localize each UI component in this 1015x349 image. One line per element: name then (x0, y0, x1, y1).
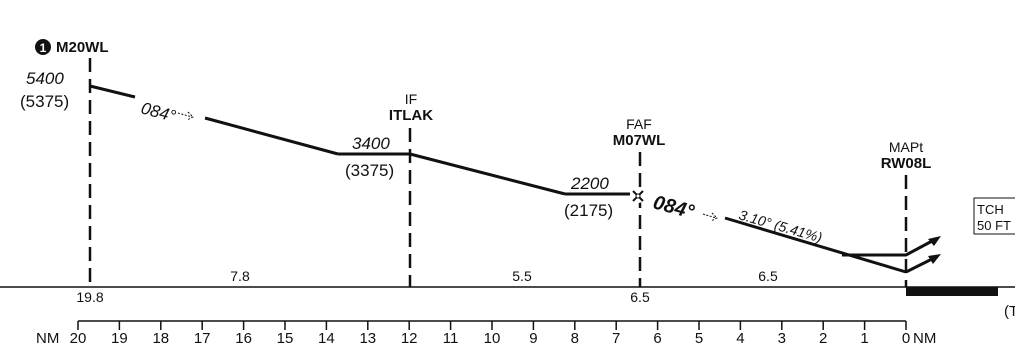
scale-tick-label: 2 (819, 330, 827, 347)
missed-approach-arrowhead-lower (928, 254, 941, 264)
scale-tick-label: 7 (612, 330, 620, 347)
scale-tick-label: 0 (902, 330, 910, 347)
fix-altitude-m07wl: 2200 (570, 174, 609, 193)
initial-course-arrow-icon (177, 111, 194, 121)
scale-tick-label: 19 (111, 330, 128, 347)
scale-tick-label: 13 (359, 330, 376, 347)
fix-ident-m07wl: M07WL (613, 132, 666, 149)
fix-altitude-itlak: 3400 (352, 134, 390, 153)
tch-value: 50 FT (977, 218, 1011, 233)
segment-distance-1: 7.8 (230, 268, 250, 284)
fix-msa-m07wl: (2175) (564, 201, 613, 220)
scale-tick-label: 3 (778, 330, 786, 347)
fix-role-mapt: MAPt (889, 139, 923, 155)
dme-mark-m20wl: 19.8 (76, 289, 103, 305)
nm-scale-ticks: 20 19 18 17 16 15 14 13 12 11 10 9 8 7 6 5 4 3 2 1 0 (70, 321, 910, 347)
fix-ident-m20wl: M20WL (56, 39, 109, 56)
tch-label: TCH (977, 202, 1004, 217)
segment-distance-3: 6.5 (758, 268, 778, 284)
runway-ref-label: (T (1004, 303, 1015, 320)
descent-segment-initial-a (89, 84, 136, 99)
note-badge-number: 1 (40, 41, 47, 55)
note-badge (35, 39, 51, 55)
fix-ident-itlak: ITLAK (389, 107, 433, 124)
scale-tick-label: 4 (736, 330, 744, 347)
scale-tick-label: 15 (277, 330, 294, 347)
descent-segment-intermediate (409, 152, 566, 196)
scale-tick-label: 10 (484, 330, 501, 347)
final-course-label: 084° (651, 192, 698, 224)
initial-course-label: 084° (139, 99, 178, 127)
scale-tick-label: 17 (194, 330, 211, 347)
fix-role-if: IF (405, 91, 417, 107)
final-course-arrow-icon (702, 212, 718, 222)
faf-maltese-cross-icon (631, 189, 645, 203)
scale-tick-label: 6 (653, 330, 661, 347)
missed-approach-arrowhead-upper (928, 236, 941, 246)
scale-tick-label: 18 (152, 330, 169, 347)
scale-tick-label: 14 (318, 330, 335, 347)
segment-distance-2: 5.5 (512, 268, 532, 284)
descent-segment-initial-b (204, 116, 339, 156)
missed-approach-path-lower (905, 256, 935, 274)
final-descent-segment (724, 216, 907, 274)
scale-tick-label: 16 (235, 330, 252, 347)
scale-tick-label: 5 (695, 330, 703, 347)
fix-altitude-m20wl: 5400 (26, 69, 64, 88)
nm-scale-label-right: NM (913, 330, 936, 347)
scale-tick-label: 20 (70, 330, 87, 347)
scale-tick-label: 1 (860, 330, 868, 347)
runway-bar (906, 287, 998, 296)
fix-msa-itlak: (3375) (345, 161, 394, 180)
tch-box (973, 197, 1015, 235)
fix-ident-rw08l: RW08L (881, 155, 932, 172)
fix-role-faf: FAF (626, 116, 652, 132)
scale-tick-label: 8 (571, 330, 579, 347)
scale-tick-label: 11 (443, 330, 459, 347)
fix-msa-m20wl: (5375) (20, 92, 69, 111)
scale-tick-label: 12 (401, 330, 418, 347)
scale-tick-label: 9 (529, 330, 537, 347)
dme-mark-m07wl: 6.5 (630, 289, 650, 305)
missed-approach-path-upper (842, 238, 935, 257)
nm-scale-label-left: NM (36, 330, 59, 347)
